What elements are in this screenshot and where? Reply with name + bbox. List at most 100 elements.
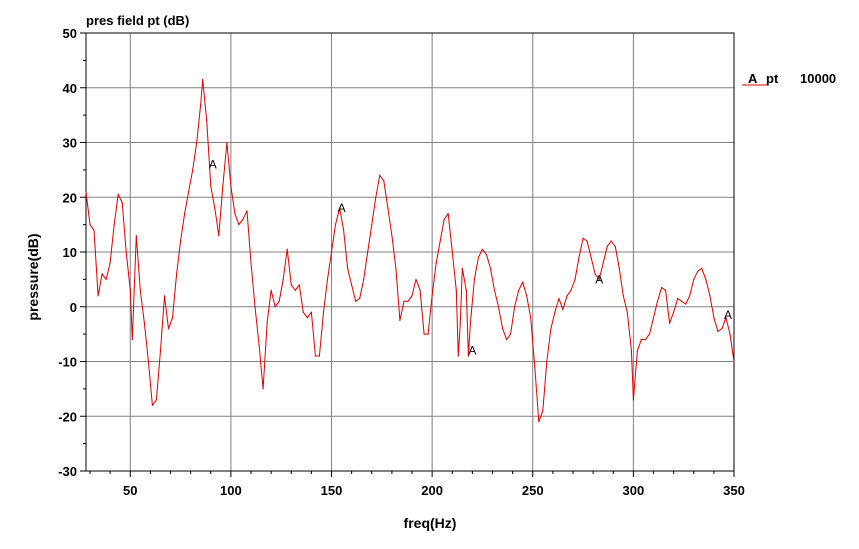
x-tick-label: 250 <box>522 483 544 498</box>
data-point <box>355 300 357 302</box>
series-line-pt <box>85 79 735 423</box>
data-point <box>558 297 560 300</box>
data-point <box>725 317 727 319</box>
data-point <box>310 311 312 313</box>
data-point <box>129 289 131 291</box>
x-tick-label: 200 <box>421 483 443 498</box>
data-point <box>282 278 284 280</box>
data-point <box>105 278 107 280</box>
data-point <box>395 267 397 269</box>
data-point <box>644 339 647 341</box>
x-tick-label: 150 <box>321 483 343 498</box>
y-tick-label: 10 <box>63 245 77 260</box>
legend-marker: A <box>748 71 758 86</box>
series-marker-label: A <box>338 201 346 215</box>
data-point <box>415 278 417 280</box>
chart-title: pres field pt (dB) <box>86 13 189 28</box>
data-point <box>701 267 703 269</box>
data-point <box>510 333 512 335</box>
data-point <box>733 360 735 363</box>
data-point <box>729 333 731 335</box>
data-point <box>439 240 441 242</box>
data-point <box>632 399 635 401</box>
data-point <box>379 174 381 176</box>
data-point <box>262 388 264 390</box>
data-point <box>254 306 256 308</box>
y-tick-label: -20 <box>58 409 77 424</box>
data-point <box>566 295 568 297</box>
data-point <box>266 322 268 324</box>
data-point <box>586 240 588 242</box>
data-point <box>399 319 401 321</box>
series-layer <box>85 78 735 423</box>
data-point <box>343 229 345 231</box>
series-marker-label: A <box>724 308 732 322</box>
data-point <box>176 273 178 275</box>
data-point <box>550 328 552 330</box>
data-point <box>180 240 182 242</box>
data-point <box>407 300 409 302</box>
data-point <box>270 289 272 291</box>
data-point <box>230 185 232 187</box>
data-point <box>652 317 655 319</box>
data-point <box>371 224 373 226</box>
data-point <box>709 295 711 297</box>
data-point <box>202 78 204 81</box>
data-point <box>669 322 671 324</box>
data-point <box>481 248 483 250</box>
data-point <box>457 355 459 357</box>
data-point <box>121 202 123 204</box>
legend-value: 10000 <box>800 71 836 86</box>
data-point <box>163 295 166 297</box>
y-axis: -30 -20 -10 0 10 20 30 40 50 <box>58 26 86 479</box>
data-point <box>314 355 316 357</box>
data-point <box>423 333 425 335</box>
data-point <box>155 399 157 401</box>
data-point <box>681 300 683 302</box>
data-point <box>570 289 572 291</box>
data-point <box>298 284 300 286</box>
data-point <box>648 333 651 335</box>
data-point <box>677 297 679 300</box>
marker-layer: A A A A A <box>209 157 732 357</box>
x-tick-label: 300 <box>623 483 645 498</box>
data-point <box>391 235 393 237</box>
data-point <box>347 267 349 269</box>
data-point <box>85 191 87 193</box>
data-point <box>473 278 475 280</box>
data-point <box>403 300 405 302</box>
data-point <box>606 245 608 248</box>
data-point <box>234 213 236 215</box>
data-point <box>125 251 127 253</box>
data-point <box>477 256 479 259</box>
data-point <box>151 404 153 406</box>
data-point <box>656 300 659 302</box>
y-tick-label: -10 <box>58 355 77 370</box>
data-point <box>250 262 252 264</box>
data-point <box>171 317 174 319</box>
data-point <box>367 251 369 253</box>
data-point <box>210 185 212 187</box>
data-point <box>506 339 508 341</box>
grid <box>86 33 734 471</box>
data-point <box>461 267 463 269</box>
data-point <box>467 355 469 357</box>
legend-series-name: pt <box>766 71 779 86</box>
data-point <box>594 273 596 275</box>
data-point <box>534 366 536 368</box>
x-axis: 50 100 150 200 250 300 350 <box>89 471 745 498</box>
y-tick-label: 40 <box>63 81 77 96</box>
data-point <box>443 218 445 220</box>
data-point <box>135 235 137 237</box>
data-point <box>359 297 361 300</box>
data-point <box>101 273 103 275</box>
data-point <box>306 317 308 319</box>
x-axis-title: freq(Hz) <box>404 515 457 531</box>
data-point <box>554 311 556 313</box>
data-point <box>143 322 145 324</box>
data-point <box>139 289 141 291</box>
series-marker-label: A <box>209 157 217 171</box>
data-point <box>598 278 600 280</box>
data-point <box>387 207 389 209</box>
